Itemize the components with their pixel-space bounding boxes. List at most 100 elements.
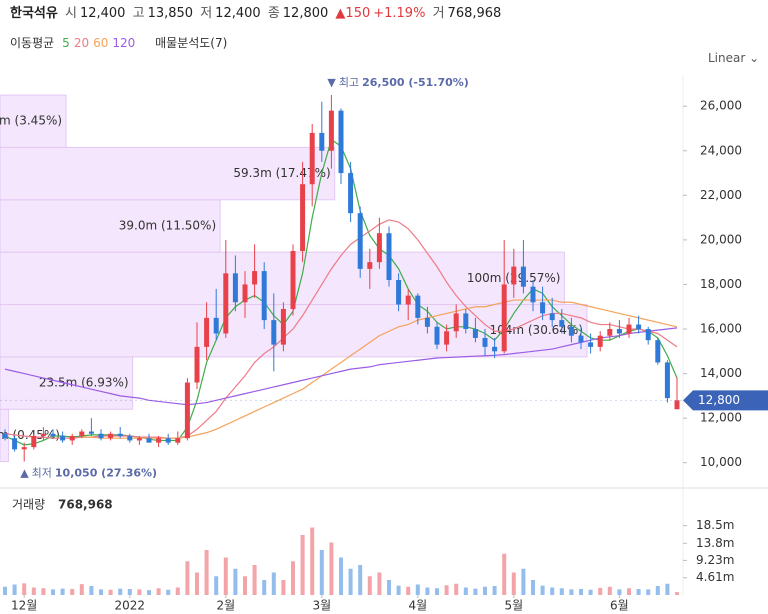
candle-body (79, 431, 85, 436)
candle-body (578, 335, 584, 343)
candle-body (271, 320, 277, 345)
ma-line (81, 299, 678, 439)
candle-body (664, 362, 670, 399)
candle-body (40, 433, 46, 436)
volume-bar (185, 561, 190, 595)
candle-body (472, 329, 478, 338)
volume-bar (118, 588, 123, 595)
volume-bar (51, 589, 55, 595)
candle-body (156, 438, 162, 443)
volume-bar (559, 588, 564, 595)
candle-body (309, 132, 315, 185)
candle-body (616, 329, 622, 334)
candle-body (338, 110, 344, 174)
y-tick-label: 24,000 (700, 143, 742, 157)
volume-bar (396, 585, 401, 595)
candle-body (396, 280, 402, 305)
candle-body (530, 286, 536, 303)
volume-profile-bar (0, 251, 565, 306)
ma-items: 5 20 60 120 (58, 36, 139, 50)
ma-legend-item: 120 (112, 36, 136, 50)
volume-title: 거래량 (12, 498, 45, 512)
volume-bar (463, 587, 468, 595)
candle-body (559, 320, 565, 327)
x-tick-label: 12월 (11, 599, 37, 613)
profile-toggle[interactable]: 매물분석도(7) (155, 36, 228, 50)
quote-header: 한국석유 시 12,400 고 13,850 저 12,400 종 12,800 ▲15… (10, 2, 504, 21)
volume-bar (569, 589, 574, 595)
candle-body (645, 329, 651, 341)
y-tick-label: 26,000 (700, 99, 742, 113)
volume-bar (435, 588, 439, 595)
label: 시 (64, 6, 77, 21)
candle-body (204, 317, 210, 347)
volume-bar (425, 587, 430, 595)
volume-bar (636, 589, 641, 595)
ma-line (4, 327, 678, 406)
candle-body (453, 313, 459, 332)
volume-bar (41, 588, 46, 595)
volume-bar (511, 572, 516, 595)
volume-bar (204, 550, 209, 595)
candle-body (376, 233, 382, 263)
volume-bar (137, 589, 142, 595)
candle-body (636, 324, 642, 330)
volume-bar (281, 580, 286, 595)
volume-profile-bar (0, 94, 67, 148)
candle-body (31, 435, 37, 448)
candle-body (175, 438, 181, 443)
scale-button[interactable]: Linear ⌄ (708, 51, 760, 65)
volume-bar (22, 583, 27, 595)
volume-bar (473, 588, 478, 595)
label: 저 (200, 6, 213, 21)
volume-profile-label: 11.7m (3.45%) (0, 114, 62, 128)
volume-bar (406, 586, 411, 595)
candle-body (405, 295, 411, 305)
extreme-annotation: ▼ 최고 26,500 (-51.70%) (327, 76, 468, 89)
value: 12,400 (215, 6, 261, 21)
value: 12,400 (79, 6, 126, 21)
volume-bar (521, 568, 526, 595)
candle-body (463, 313, 469, 330)
volume-bar (492, 586, 497, 595)
volume-bar (387, 580, 391, 595)
annotation-part: ▼ (327, 76, 336, 89)
x-tick-label: 2022 (115, 599, 146, 613)
volume-bar (252, 565, 257, 595)
candle-body (357, 213, 363, 269)
volume-bar (31, 587, 36, 595)
candle-body (482, 337, 488, 347)
scale-label: Linear (708, 51, 746, 65)
volume-profile-bar (0, 199, 221, 253)
candle-body (280, 308, 286, 345)
volume-bar (166, 589, 171, 595)
ma-legend-item: 60 (93, 36, 109, 50)
candle-body (626, 324, 632, 334)
candle-body (21, 447, 27, 450)
volume-bar (579, 589, 583, 595)
value: 12,800 (282, 6, 329, 21)
volume-bar (156, 588, 161, 595)
volume-bar (108, 589, 113, 595)
x-tick-label: 3월 (312, 599, 331, 613)
x-tick-label: 5월 (504, 599, 523, 613)
candle-body (319, 132, 325, 151)
candle-body (184, 382, 190, 439)
candle-body (444, 331, 450, 345)
ma-legend: 이동평균 5 20 60 120 매물분석도(7) (10, 34, 231, 51)
volume-bar (3, 586, 7, 595)
volume-tick-label: 4.61m (696, 570, 734, 584)
volume-bar (444, 585, 449, 595)
candle-body (655, 340, 661, 363)
candle-body (540, 302, 546, 314)
ma-legend-item: 5 (62, 36, 70, 50)
candle-body (492, 346, 498, 352)
volume-bar (377, 572, 382, 595)
candle-body (674, 400, 680, 410)
volume-bar (646, 589, 651, 595)
volume-bar (99, 589, 103, 595)
volume-bar (329, 542, 334, 595)
candle-body (136, 438, 142, 441)
candle-body (386, 233, 392, 280)
change-pct: +1.19% (373, 6, 426, 21)
